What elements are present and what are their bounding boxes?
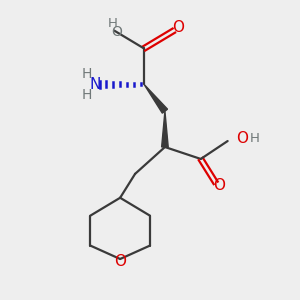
- Text: N: N: [89, 77, 100, 92]
- Text: H: H: [108, 17, 118, 31]
- Polygon shape: [144, 84, 167, 113]
- Text: O: O: [114, 254, 126, 269]
- Text: O: O: [237, 130, 249, 146]
- Text: O: O: [172, 20, 184, 35]
- Text: H: H: [81, 88, 92, 102]
- Text: O: O: [112, 25, 123, 39]
- Text: H: H: [250, 132, 260, 145]
- Text: O: O: [213, 178, 225, 193]
- Text: H: H: [81, 67, 92, 81]
- Polygon shape: [162, 111, 168, 147]
